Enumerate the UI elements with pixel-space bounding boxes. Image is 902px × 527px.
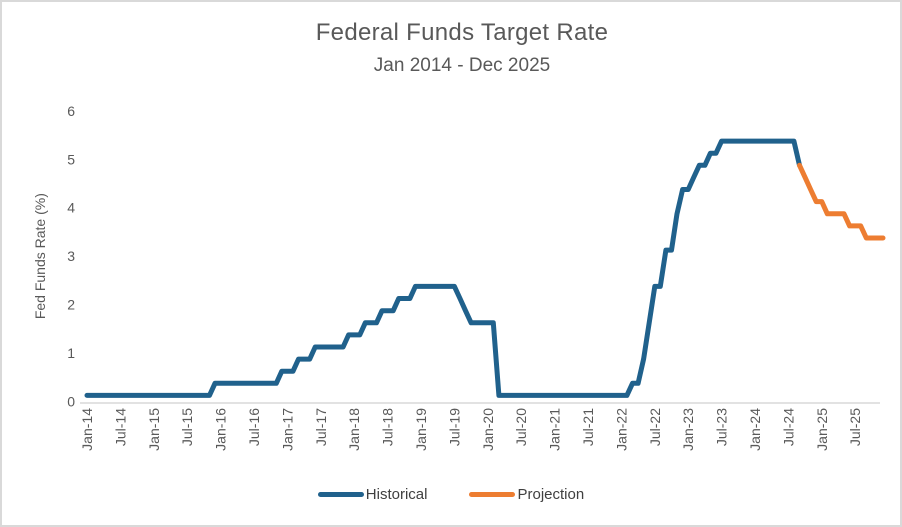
x-tick-label: Jul-25 [847,408,863,446]
historical-line-swatch [317,492,364,497]
x-tick-label: Jan-24 [747,408,763,451]
y-tick-label: 6 [67,103,75,119]
x-tick-label: Jan-22 [613,408,629,451]
x-tick-label: Jan-16 [213,408,229,451]
x-tick-label: Jul-21 [580,408,596,446]
legend-item-projection: Projection [469,486,584,503]
x-tick-label: Jan-17 [279,408,295,451]
legend-label-historical: Historical [365,486,428,503]
x-tick-label: Jan-14 [79,408,95,451]
x-tick-label: Jul-23 [714,408,730,446]
legend-item-historical: Historical [317,486,428,503]
historical-series-line [84,138,802,398]
x-tick-label: Jan-15 [146,408,162,451]
x-tick-label: Jan-19 [413,408,429,451]
x-tick-label: Jan-18 [346,408,362,451]
x-tick-label: Jul-18 [380,408,396,446]
y-axis-title: Fed Funds Rate (%) [32,193,48,319]
y-tick-label: 4 [67,200,75,216]
y-tick-label: 2 [67,297,75,313]
x-tick-label: Jul-16 [246,408,262,446]
x-tick-label: Jul-17 [313,408,329,446]
y-tick-label: 5 [67,151,75,167]
x-tick-label: Jul-15 [179,408,195,446]
x-tick-label: Jul-20 [513,408,529,446]
projection-line-swatch [469,492,516,497]
projection-series-line [797,162,886,241]
x-tick-label: Jul-14 [112,408,128,446]
x-tick-label: Jul-22 [647,408,663,446]
y-tick-label: 3 [67,248,75,264]
legend: Historical Projection [2,486,900,503]
legend-label-projection: Projection [517,486,585,503]
x-tick-label: Jul-24 [780,408,796,446]
x-tick-label: Jan-20 [480,408,496,451]
x-tick-label: Jan-23 [680,408,696,451]
x-tick-label: Jan-21 [547,408,563,451]
chart-subtitle: Jan 2014 - Dec 2025 [373,55,551,76]
chart-title: Federal Funds Target Rate [315,19,609,46]
y-tick-label: 0 [67,394,75,410]
x-tick-label: Jul-19 [446,408,462,446]
x-tick-label: Jan-25 [814,408,830,451]
y-tick-label: 1 [67,345,75,361]
